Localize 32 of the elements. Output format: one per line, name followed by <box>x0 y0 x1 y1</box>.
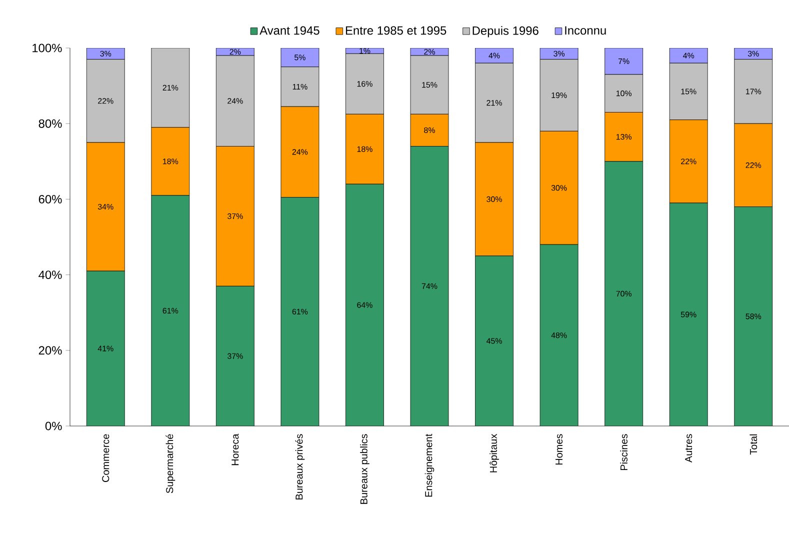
legend-label: Inconnu <box>565 26 606 35</box>
bar <box>151 195 190 426</box>
bar <box>86 271 125 426</box>
y-tick-label: 40% <box>38 270 62 280</box>
bar <box>216 286 254 426</box>
x-tick-label: Hôpitaux <box>490 434 499 472</box>
bar <box>670 202 708 426</box>
x-tick-label: Enseignement <box>424 434 434 497</box>
x-tick-label: Autres <box>685 434 692 463</box>
y-tick-label: 80% <box>38 119 62 128</box>
x-tick-label: Total <box>750 434 758 455</box>
bar <box>604 161 643 426</box>
x-tick-label: Bureaux publics <box>360 434 370 504</box>
y-tick-label: 60% <box>38 194 62 204</box>
x-tick-label: Bureaux privés <box>295 434 305 500</box>
legend-label: Depuis 1996 <box>472 26 538 38</box>
x-tick-label: Commerce <box>102 434 110 482</box>
x-tick-label: Supermarché <box>166 434 176 494</box>
y-tick-label: 0% <box>45 422 62 430</box>
bar <box>540 244 578 426</box>
y-tick-label: 20% <box>38 346 62 355</box>
x-tick-label: Horeca <box>232 434 239 466</box>
x-tick-label: Homes <box>556 434 563 465</box>
bar <box>410 146 449 426</box>
y-tick-label: 100% <box>32 44 62 52</box>
bar <box>475 256 514 426</box>
bar <box>346 184 384 426</box>
bar <box>734 206 773 426</box>
legend-label: Entre 1985 et 1995 <box>346 26 446 35</box>
legend-label: Avant 1945 <box>260 26 320 35</box>
x-tick-label: Piscines <box>620 434 628 470</box>
bar <box>280 197 319 426</box>
